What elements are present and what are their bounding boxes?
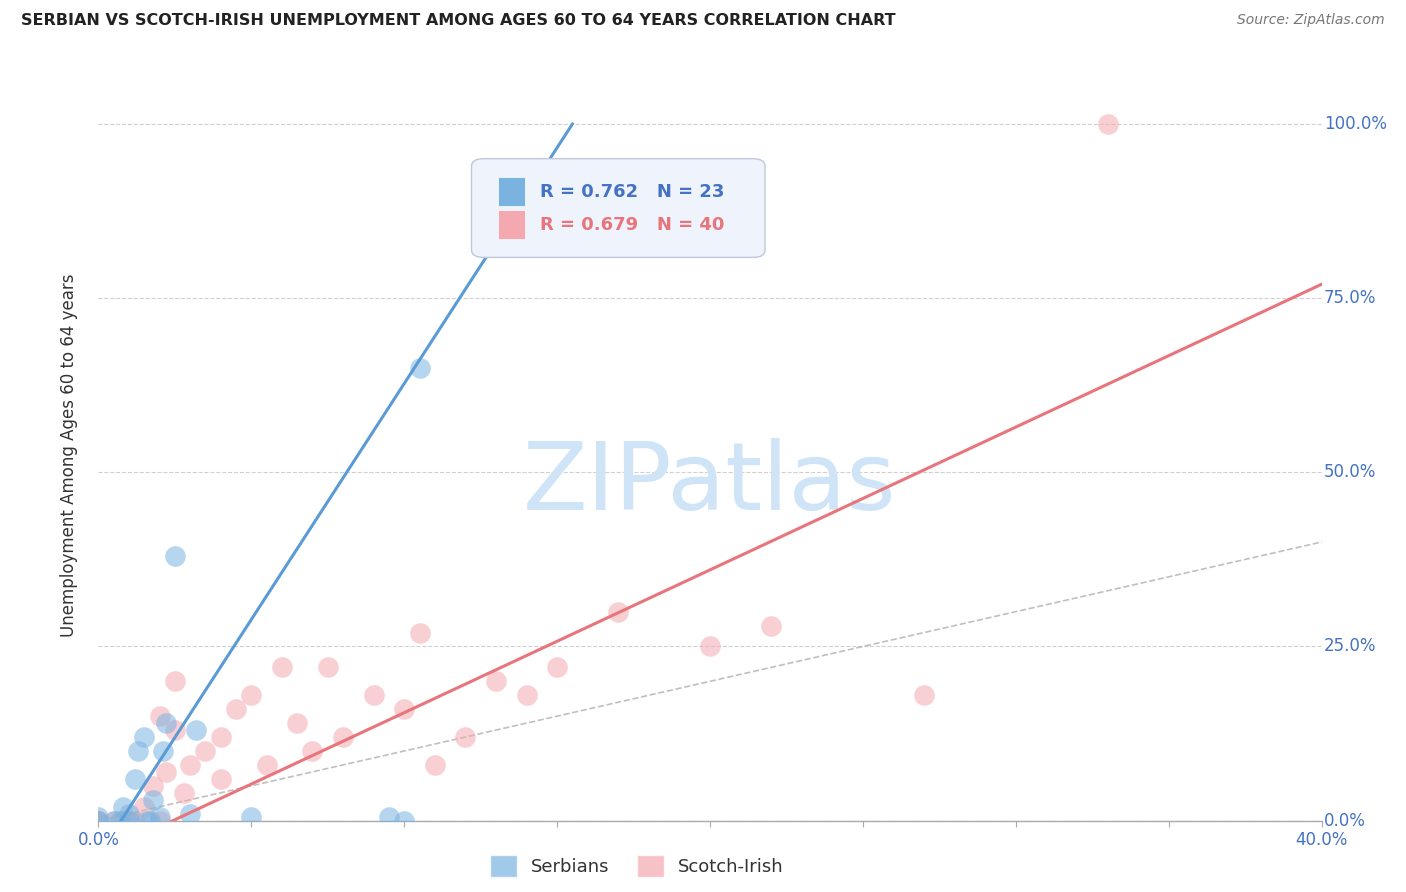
Point [163,549,186,563]
Point [152,744,174,758]
Point [136,814,159,828]
Point [108,814,131,828]
Point [194,744,217,758]
Point [285,716,308,731]
Point [87,814,110,828]
Legend: Serbians, Scotch-Irish: Serbians, Scotch-Irish [489,855,783,878]
Point [225,702,247,716]
Point [134,730,156,744]
Point [423,758,446,772]
Point [316,660,339,674]
Point [87,814,110,828]
Point [149,810,172,824]
Point [1097,117,1119,131]
Text: 0.0%: 0.0% [1324,812,1367,830]
Text: 75.0%: 75.0% [1324,289,1376,307]
Point [363,688,385,702]
Point [103,814,125,828]
Point [332,730,354,744]
Point [173,786,195,800]
Point [163,674,186,689]
Point [149,814,172,828]
FancyBboxPatch shape [498,210,526,239]
Point [209,772,232,786]
Point [139,814,162,828]
Point [186,723,208,737]
Point [699,640,721,654]
Point [454,730,477,744]
Point [142,793,165,807]
Point [134,799,156,814]
Y-axis label: Unemployment Among Ages 60 to 64 years: Unemployment Among Ages 60 to 64 years [59,273,77,637]
Text: R = 0.679   N = 40: R = 0.679 N = 40 [540,216,724,234]
Point [256,758,278,772]
FancyBboxPatch shape [471,159,765,258]
Point [124,772,146,786]
Point [485,674,508,689]
Point [516,688,538,702]
Point [118,814,141,828]
Point [127,744,149,758]
Point [155,764,177,779]
Point [301,744,323,758]
Point [155,716,177,731]
Point [111,799,134,814]
Point [142,779,165,793]
Point [392,814,416,828]
Point [392,702,416,716]
Point [179,758,201,772]
Point [546,660,568,674]
Point [118,806,141,821]
Point [408,625,430,640]
Point [103,814,125,828]
Point [111,814,134,828]
Point [607,605,630,619]
Text: R = 0.762   N = 23: R = 0.762 N = 23 [540,183,724,201]
Text: SERBIAN VS SCOTCH-IRISH UNEMPLOYMENT AMONG AGES 60 TO 64 YEARS CORRELATION CHART: SERBIAN VS SCOTCH-IRISH UNEMPLOYMENT AMO… [21,13,896,29]
Point [270,660,292,674]
Point [163,723,186,737]
Point [378,810,401,824]
Point [87,810,110,824]
Point [149,709,172,723]
Point [87,814,110,828]
Text: 50.0%: 50.0% [1324,463,1376,482]
Point [912,688,935,702]
Point [759,618,782,632]
Point [118,814,141,828]
Text: 100.0%: 100.0% [1324,115,1388,133]
Point [124,814,146,828]
Text: 25.0%: 25.0% [1324,638,1376,656]
FancyBboxPatch shape [498,177,526,206]
Point [179,806,201,821]
Text: ZIPatlas: ZIPatlas [523,438,897,530]
Point [209,730,232,744]
Point [87,814,110,828]
Point [408,360,430,375]
Point [240,810,263,824]
Point [240,688,263,702]
Text: Source: ZipAtlas.com: Source: ZipAtlas.com [1237,13,1385,28]
